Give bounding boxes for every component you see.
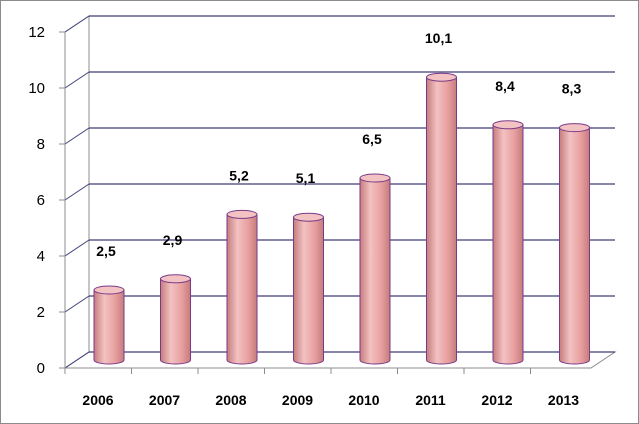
x-tick-label: 2011 <box>415 392 446 408</box>
bar-2013 <box>559 123 590 365</box>
bar-body <box>160 278 191 365</box>
data-labels: 2,5 2,9 5,2 5,1 6,5 10,1 8,4 8,3 <box>96 30 581 259</box>
data-label: 5,2 <box>229 167 249 183</box>
bar-top <box>226 209 258 219</box>
y-tick-label: 8 <box>37 136 45 153</box>
bar-top <box>492 120 524 130</box>
bar-2012 <box>492 120 524 365</box>
y-tick-label: 6 <box>37 192 45 209</box>
x-tick-label: 2010 <box>348 392 379 408</box>
y-tick-label: 10 <box>28 80 45 97</box>
y-tick-label: 2 <box>37 304 45 321</box>
bar-2006 <box>93 285 125 365</box>
bars <box>93 72 590 365</box>
bar-top <box>93 285 125 295</box>
gridline-diagonal <box>64 71 90 89</box>
gridline-diagonal <box>64 127 90 145</box>
gridlines <box>64 15 615 369</box>
data-label: 10,1 <box>425 30 452 46</box>
y-tick-label: 0 <box>37 360 45 377</box>
bar-2011 <box>426 72 457 365</box>
bar-2010 <box>359 173 391 365</box>
bar-body <box>559 127 590 365</box>
bar-2007 <box>160 274 191 365</box>
bar-body <box>492 124 524 365</box>
bar-top <box>293 212 324 222</box>
gridline-diagonal <box>64 295 90 313</box>
x-tick-label: 2006 <box>82 392 113 408</box>
bar-top <box>160 274 191 284</box>
bar-2008 <box>226 209 258 365</box>
plot-area <box>63 15 617 369</box>
floor <box>63 351 617 369</box>
x-axis-labels: 2006 2007 2008 2009 2010 2011 2012 2013 <box>64 367 591 408</box>
gridline-diagonal <box>64 15 90 33</box>
y-tick-label: 4 <box>37 248 45 265</box>
y-axis-ticks: 0 2 4 6 8 10 12 <box>28 24 66 377</box>
bar-body <box>93 289 125 365</box>
bar-body <box>426 76 457 365</box>
gridline-diagonal <box>64 183 90 201</box>
data-label: 2,9 <box>163 232 183 248</box>
gridline-diagonal <box>64 351 90 369</box>
y-tick-label: 12 <box>28 24 45 41</box>
x-tick-label: 2008 <box>215 392 246 408</box>
x-tick-label: 2013 <box>548 392 579 408</box>
gridline-diagonal <box>64 239 90 257</box>
bar-top <box>359 173 391 183</box>
x-tick-label: 2009 <box>282 392 313 408</box>
x-tick-label: 2007 <box>149 392 180 408</box>
bar-body <box>359 177 391 365</box>
bar-top <box>426 72 457 82</box>
bar-body <box>226 213 258 365</box>
bar-body <box>293 216 324 365</box>
x-tick-label: 2012 <box>481 392 512 408</box>
bar-top <box>559 123 590 133</box>
data-label: 8,4 <box>495 78 515 94</box>
data-label: 8,3 <box>562 81 582 97</box>
data-label: 2,5 <box>96 243 116 259</box>
bar-2009 <box>293 212 324 365</box>
data-label: 6,5 <box>362 131 382 147</box>
data-label: 5,1 <box>296 170 316 186</box>
